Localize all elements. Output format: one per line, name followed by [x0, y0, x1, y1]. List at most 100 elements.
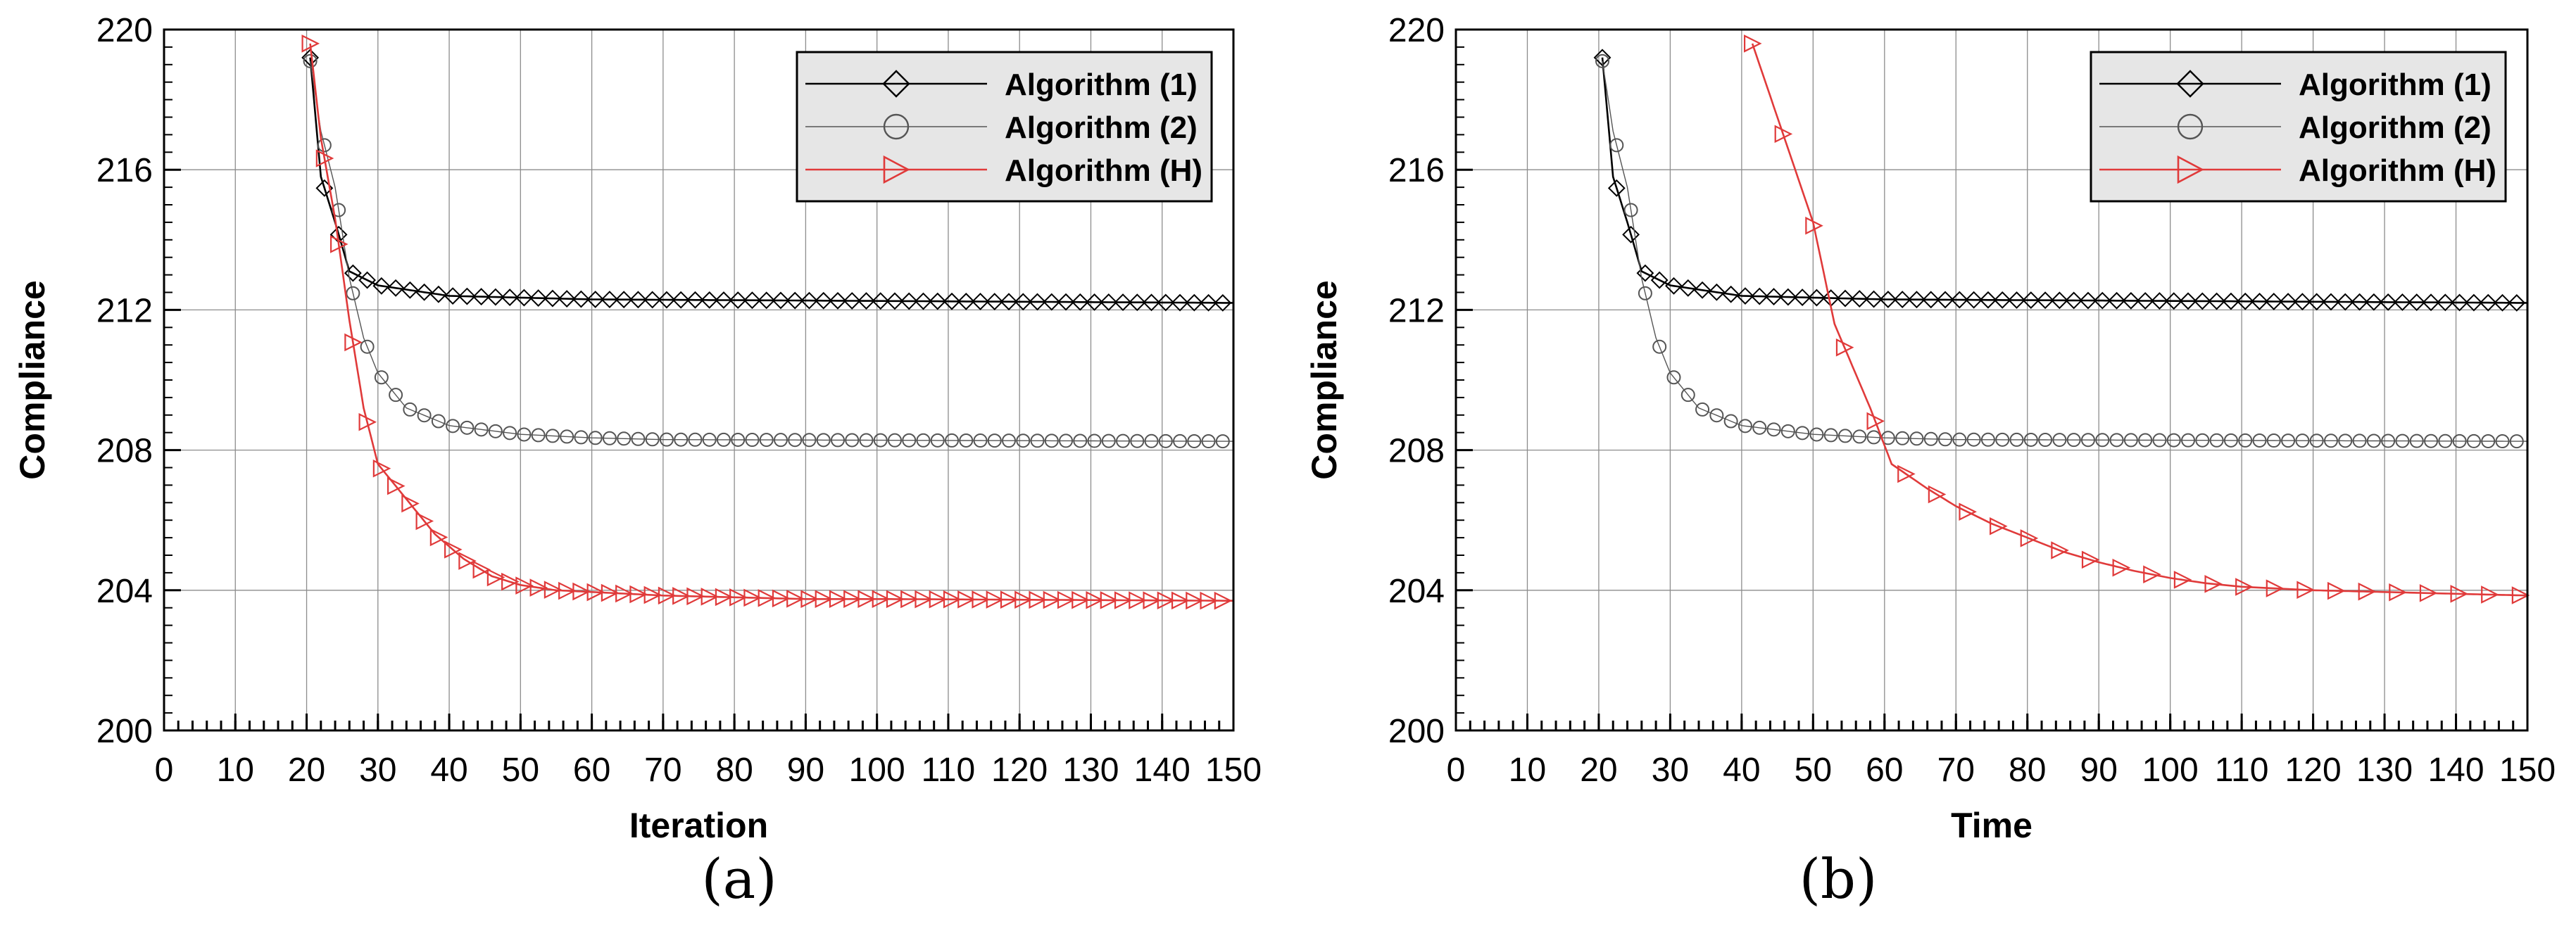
data-point-marker [501, 572, 520, 591]
data-point-marker [845, 433, 860, 448]
data-point-marker [1057, 590, 1076, 609]
data-point-marker [358, 271, 377, 289]
data-point-marker [1158, 433, 1173, 448]
data-point-marker [886, 292, 904, 310]
x-tick-label: 50 [502, 752, 539, 789]
data-point-marker [517, 427, 532, 442]
data-point-marker [2452, 433, 2467, 448]
panel-caption-b: (b) [1799, 848, 1878, 911]
data-point-marker [346, 286, 360, 300]
data-point-marker [1086, 590, 1104, 609]
data-point-marker [659, 432, 674, 447]
data-point-marker [686, 587, 705, 606]
data-point-marker [1836, 289, 1854, 308]
data-point-marker [486, 288, 505, 306]
data-point-marker [743, 291, 761, 310]
data-point-marker [1793, 289, 1811, 307]
data-point-marker [2173, 571, 2192, 589]
data-point-marker [643, 291, 662, 309]
data-point-marker [303, 53, 318, 68]
data-point-marker [572, 290, 590, 308]
data-point-marker [800, 590, 819, 609]
data-point-marker [1995, 432, 2010, 447]
data-point-marker [1993, 291, 2011, 309]
data-point-marker [472, 560, 491, 579]
data-point-marker [815, 291, 833, 310]
legend-marker-2 [2177, 113, 2204, 140]
data-point-marker [1722, 285, 1740, 303]
data-point-marker [2265, 293, 2283, 310]
data-point-marker [1990, 517, 2008, 536]
data-point-marker [1966, 432, 1981, 447]
data-point-marker [486, 568, 505, 587]
data-point-marker [1059, 433, 1074, 448]
data-point-marker [1100, 591, 1119, 609]
data-point-marker [615, 291, 633, 309]
data-point-marker [631, 431, 646, 446]
data-point-marker [1200, 293, 1217, 312]
data-point-marker [1852, 429, 1867, 444]
data-point-marker [1909, 431, 1924, 446]
data-point-marker [1666, 370, 1681, 385]
data-point-marker [474, 422, 489, 437]
data-point-marker [1157, 293, 1175, 312]
x-tick-label: 130 [2356, 752, 2413, 789]
data-point-marker [586, 583, 605, 602]
data-point-marker [900, 590, 919, 609]
data-point-marker [1950, 291, 1968, 309]
data-point-marker [2050, 291, 2068, 310]
data-point-marker [1029, 293, 1046, 311]
data-point-marker [1866, 430, 1881, 445]
data-point-marker [2251, 292, 2268, 310]
data-point-marker [2209, 433, 2224, 448]
data-point-marker [973, 433, 988, 448]
data-point-marker [1766, 422, 1781, 437]
data-point-marker [1795, 426, 1810, 441]
data-point-marker [2081, 550, 2100, 569]
data-point-marker [545, 429, 560, 443]
data-point-marker [1952, 432, 1967, 447]
x-tick-label: 150 [1205, 752, 1262, 789]
data-point-marker [802, 433, 817, 448]
data-point-marker [1652, 339, 1667, 354]
data-point-marker [2395, 433, 2410, 448]
data-point-marker [2208, 292, 2226, 310]
data-point-marker [2193, 292, 2211, 310]
data-point-marker [617, 431, 632, 446]
data-point-marker [2436, 293, 2454, 312]
data-point-marker [2095, 433, 2110, 448]
data-point-marker [501, 289, 519, 307]
data-point-marker [1835, 338, 1854, 357]
data-point-marker [1922, 291, 1940, 309]
data-point-marker [560, 429, 574, 444]
series-line-2 [309, 61, 1234, 442]
data-point-marker [1743, 34, 1762, 53]
x-tick-label: 130 [1062, 752, 1119, 789]
data-point-marker [2152, 433, 2167, 448]
data-point-marker [900, 292, 918, 310]
data-point-marker [2151, 292, 2168, 310]
data-point-marker [2481, 433, 2496, 448]
data-point-marker [786, 590, 805, 608]
y-tick-label: 200 [1388, 713, 1445, 750]
y-tick-label: 212 [96, 292, 153, 329]
x-tick-label: 140 [1134, 752, 1190, 789]
data-point-marker [886, 590, 905, 609]
data-point-marker [686, 291, 704, 309]
series-line-2 [1602, 61, 2528, 442]
data-point-marker [1000, 293, 1018, 311]
y-tick-label: 216 [96, 152, 153, 189]
data-point-marker [2389, 583, 2407, 602]
data-point-marker [1850, 290, 1868, 308]
data-point-marker [1087, 433, 1102, 448]
x-tick-label: 110 [922, 752, 976, 789]
data-point-marker [1805, 216, 1823, 235]
data-point-marker [772, 589, 791, 608]
x-tick-label: 90 [2080, 752, 2118, 789]
data-point-marker [2009, 432, 2024, 447]
data-point-marker [332, 203, 346, 217]
data-point-marker [1938, 432, 1953, 447]
x-tick-label: 100 [2142, 752, 2199, 789]
data-point-marker [873, 433, 888, 448]
data-point-marker [2465, 293, 2483, 312]
